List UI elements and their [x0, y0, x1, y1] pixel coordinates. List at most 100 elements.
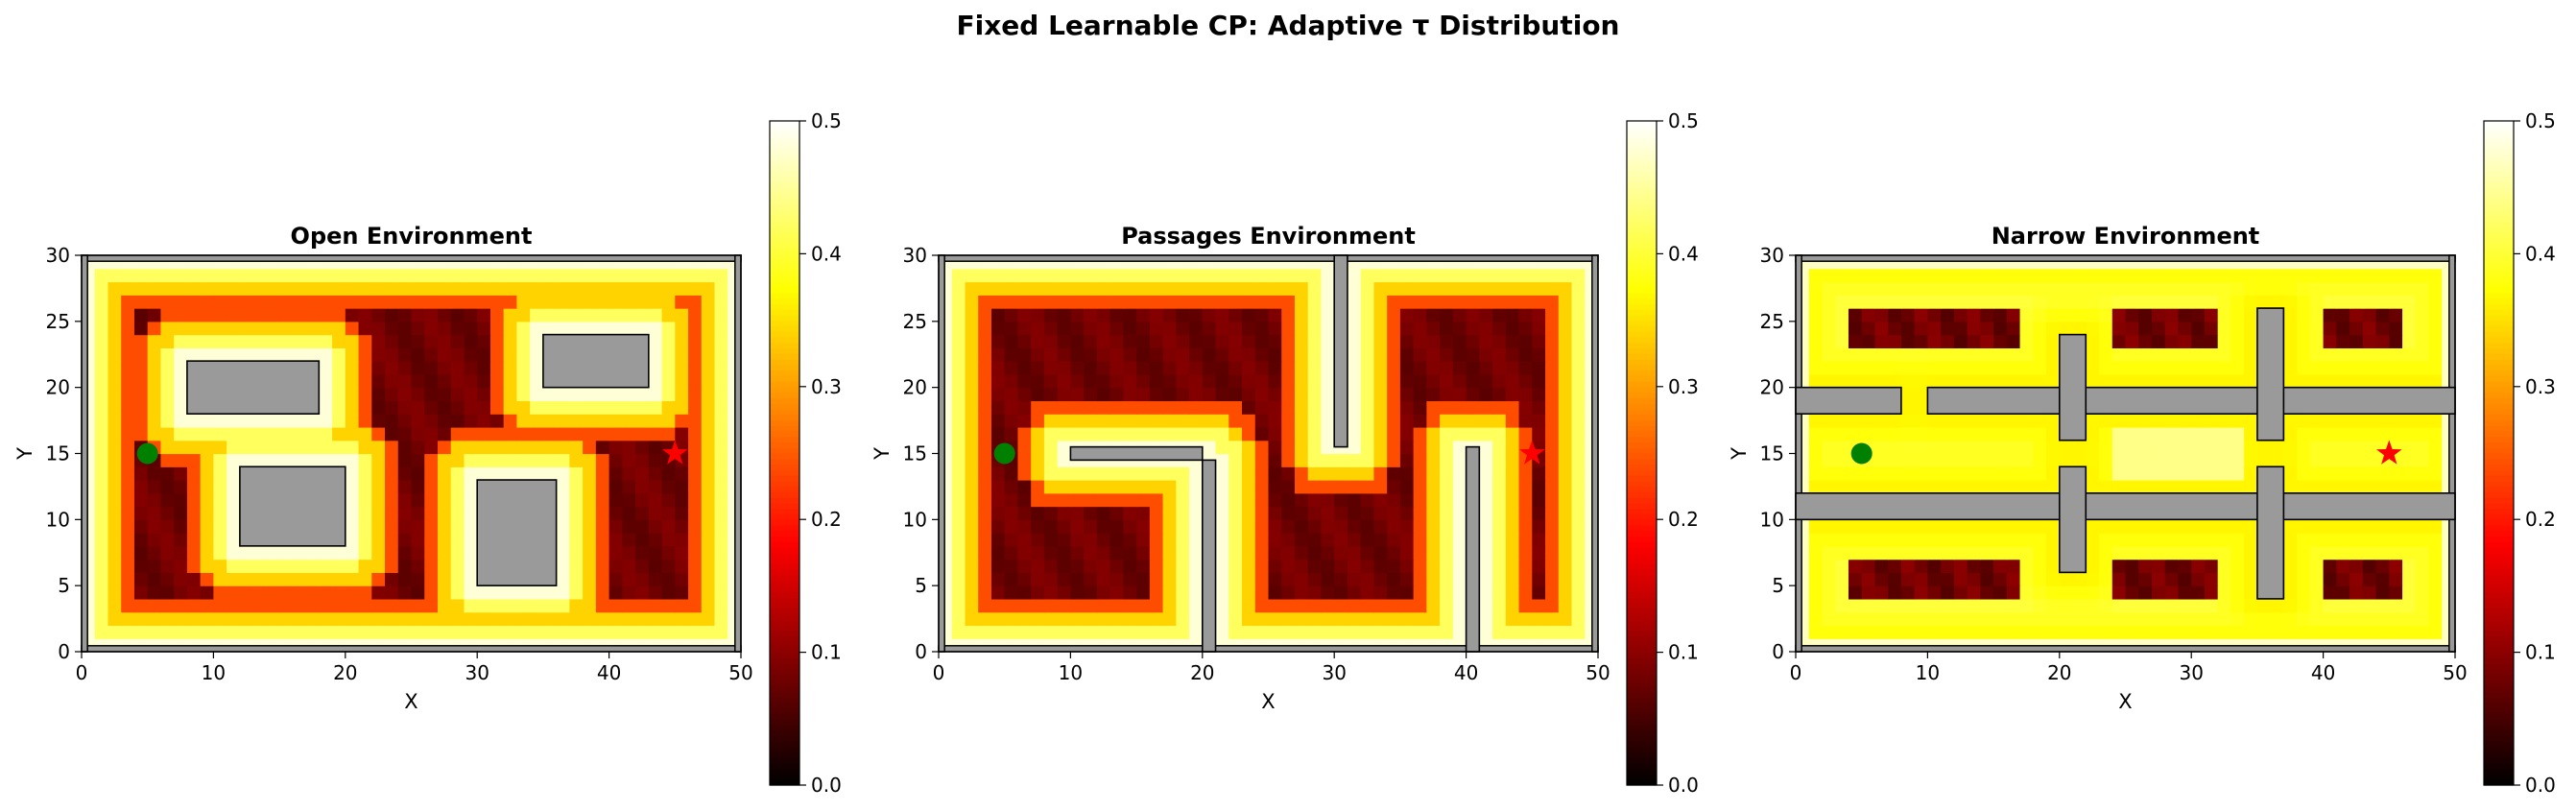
- heatmap-cell: [516, 400, 531, 415]
- heatmap-cell: [2244, 426, 2258, 441]
- colorbar-segment: [2484, 524, 2514, 532]
- heatmap-cell: [1057, 281, 1071, 296]
- heatmap-cell: [464, 414, 478, 428]
- heatmap-cell: [2217, 572, 2232, 586]
- colorbar-segment: [2484, 392, 2514, 398]
- heatmap-cell: [1466, 308, 1480, 322]
- heatmap-cell: [319, 295, 333, 309]
- heatmap-cell: [1281, 426, 1296, 441]
- heatmap-cell: [1953, 585, 1968, 600]
- heatmap-cell: [2204, 295, 2219, 309]
- heatmap-cell: [1307, 611, 1323, 627]
- heatmap-cell: [1031, 545, 1045, 561]
- heatmap-cell: [94, 373, 109, 389]
- heatmap-cell: [266, 308, 280, 322]
- heatmap-cell: [2125, 321, 2139, 336]
- heatmap-cell: [1109, 281, 1124, 296]
- x-tick-label: 0: [76, 661, 88, 684]
- colorbar-segment: [770, 580, 799, 586]
- heatmap-cell: [1492, 453, 1507, 467]
- heatmap-cell: [1545, 533, 1560, 547]
- heatmap-cell: [1571, 492, 1586, 508]
- heatmap-cell: [1123, 361, 1137, 375]
- heatmap-cell: [1149, 387, 1164, 402]
- heatmap-cell: [371, 387, 386, 402]
- heatmap-cell: [1387, 480, 1401, 494]
- heatmap-cell: [2033, 373, 2047, 389]
- heatmap-cell: [397, 598, 413, 613]
- heatmap-cell: [556, 281, 570, 296]
- heatmap-cell: [2059, 440, 2074, 455]
- heatmap-cell: [2309, 598, 2325, 613]
- heatmap-cell: [2099, 321, 2113, 336]
- heatmap-cell: [1440, 480, 1454, 494]
- heatmap-cell: [1254, 453, 1270, 467]
- heatmap-cell: [1387, 625, 1401, 639]
- colorbar-segment: [2484, 707, 2514, 714]
- heatmap-cell: [1518, 321, 1533, 336]
- heatmap-cell: [688, 492, 703, 508]
- heatmap-cell: [608, 387, 623, 402]
- heatmap-cell: [1808, 373, 1824, 389]
- heatmap-cell: [411, 373, 425, 389]
- heatmap-cell: [701, 387, 716, 402]
- heatmap-cell: [1189, 519, 1204, 534]
- obstacles: [1069, 254, 1481, 653]
- colorbar-segment: [1627, 458, 1657, 465]
- colorbar-tick-label: 0.1: [811, 641, 842, 664]
- heatmap-cell: [1980, 611, 1994, 627]
- colorbar-segment: [2484, 436, 2514, 443]
- heatmap-cell: [675, 466, 689, 481]
- x-axis-label: X: [404, 690, 417, 713]
- heatmap-cell: [371, 414, 386, 428]
- heatmap-cell: [2217, 440, 2232, 455]
- heatmap-cell: [186, 426, 202, 441]
- heatmap-cell: [990, 559, 1006, 573]
- heatmap-cell: [688, 506, 703, 520]
- heatmap-cell: [1399, 611, 1415, 627]
- heatmap-cell: [227, 492, 241, 508]
- colorbar-tick-label: 0.5: [1668, 109, 1699, 132]
- heatmap-cell: [2125, 572, 2139, 586]
- heatmap-cell: [1967, 440, 1981, 455]
- heatmap-cell: [1532, 559, 1546, 573]
- heatmap-cell: [2006, 559, 2021, 573]
- heatmap-cell: [2151, 545, 2166, 561]
- heatmap-cell: [1321, 519, 1335, 534]
- heatmap-cell: [2217, 611, 2232, 627]
- heatmap-cell: [1242, 533, 1256, 547]
- heatmap-cell: [1413, 347, 1427, 362]
- heatmap-cell: [2151, 480, 2166, 494]
- heatmap-cell: [1518, 268, 1533, 283]
- colorbar-segment: [2484, 264, 2514, 272]
- heatmap-cell: [661, 506, 676, 520]
- heatmap-cell: [1360, 281, 1375, 296]
- heatmap-cell: [688, 625, 703, 639]
- heatmap-cell: [622, 387, 636, 402]
- heatmap-cell: [1162, 414, 1177, 428]
- heatmap-cell: [1254, 506, 1270, 520]
- heatmap-cell: [160, 361, 175, 375]
- heatmap-cell: [2019, 414, 2034, 428]
- heatmap-cell: [2125, 308, 2139, 322]
- heatmap-cell: [107, 492, 122, 508]
- heatmap-cell: [1399, 453, 1415, 467]
- heatmap-cell: [2204, 373, 2219, 389]
- heatmap-cell: [121, 492, 135, 508]
- heatmap-cell: [1941, 373, 1955, 389]
- heatmap-cell: [160, 545, 175, 561]
- heatmap-cell: [2375, 334, 2390, 348]
- heatmap-cell: [94, 321, 109, 336]
- heatmap-cell: [1321, 414, 1335, 428]
- obstacle: [1202, 459, 1217, 653]
- heatmap-cell: [437, 480, 452, 494]
- heatmap-cell: [160, 373, 175, 389]
- heatmap-cell: [542, 268, 558, 283]
- heatmap-cell: [675, 533, 689, 547]
- heatmap-cell: [1874, 373, 1889, 389]
- heatmap-cell: [2389, 281, 2403, 296]
- heatmap-cell: [1281, 519, 1296, 534]
- heatmap-cell: [608, 585, 623, 600]
- heatmap-cell: [1505, 545, 1520, 561]
- heatmap-cell: [951, 440, 966, 455]
